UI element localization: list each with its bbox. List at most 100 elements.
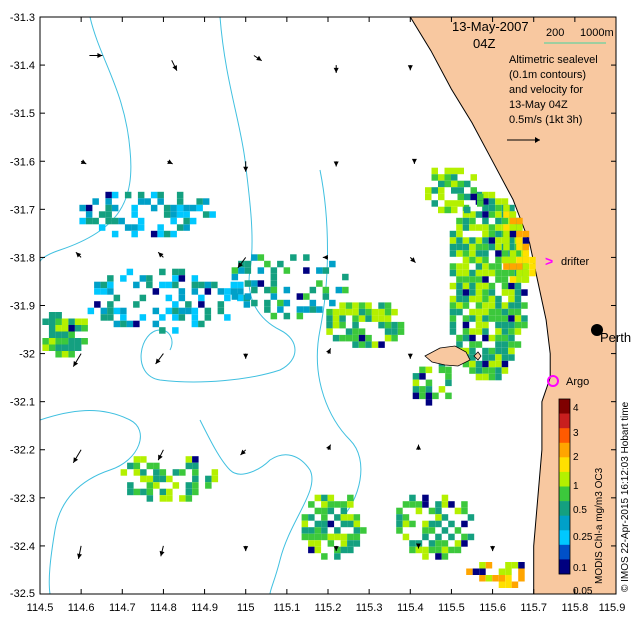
chl-pixel bbox=[449, 263, 457, 270]
map-title-time: 04Z bbox=[473, 36, 495, 51]
chl-pixel bbox=[339, 334, 346, 342]
drifter-label: drifter bbox=[561, 256, 589, 268]
chl-pixel bbox=[327, 501, 335, 508]
chl-pixel bbox=[204, 281, 212, 289]
perth-marker: Perth bbox=[591, 324, 631, 345]
chl-pixel bbox=[449, 250, 457, 257]
chl-pixel bbox=[124, 224, 132, 231]
chl-pixel bbox=[321, 527, 328, 534]
chl-pixel bbox=[482, 334, 489, 342]
chl-pixel bbox=[277, 260, 284, 268]
chl-pixel bbox=[482, 204, 489, 212]
chl-pixel bbox=[449, 295, 457, 303]
chl-pixel bbox=[488, 354, 496, 361]
chl-pixel bbox=[308, 514, 315, 521]
chl-pixel bbox=[296, 306, 304, 313]
chl-pixel bbox=[514, 341, 522, 348]
chl-pixel bbox=[475, 237, 483, 244]
chl-pixel bbox=[529, 263, 536, 270]
chl-pixel bbox=[469, 315, 476, 322]
velocity-arrow bbox=[409, 257, 416, 263]
chl-pixel bbox=[270, 293, 278, 300]
chl-pixel bbox=[462, 321, 470, 329]
chl-pixel bbox=[521, 315, 528, 322]
chl-pixel bbox=[68, 331, 75, 338]
chl-pixel bbox=[48, 325, 56, 332]
chl-pixel bbox=[482, 302, 489, 309]
chl-pixel bbox=[482, 347, 489, 355]
chl-pixel bbox=[482, 230, 489, 238]
chl-pixel bbox=[467, 514, 475, 521]
chl-pixel bbox=[137, 217, 145, 225]
chl-pixel bbox=[482, 243, 489, 251]
chl-pixel bbox=[204, 288, 212, 295]
chl-pixel bbox=[514, 295, 522, 303]
chl-pixel bbox=[308, 533, 315, 541]
chl-pixel bbox=[133, 462, 141, 470]
velocity-arrow bbox=[243, 161, 249, 172]
chl-pixel bbox=[462, 269, 470, 277]
chl-pixel bbox=[332, 334, 340, 342]
velocity-arrow bbox=[411, 158, 417, 164]
chl-pixel bbox=[521, 289, 528, 296]
chl-pixel bbox=[469, 289, 476, 296]
chl-pixel bbox=[170, 230, 177, 238]
chl-pixel bbox=[270, 267, 278, 274]
chl-pixel bbox=[270, 286, 278, 294]
chl-pixel bbox=[244, 293, 252, 300]
chl-pixel bbox=[334, 546, 341, 554]
chl-pixel bbox=[428, 546, 436, 554]
colorbar-tick-label: 3 bbox=[573, 428, 579, 439]
chl-pixel bbox=[120, 314, 127, 321]
chl-pixel bbox=[332, 321, 340, 329]
velocity-arrow bbox=[407, 353, 413, 359]
chl-pixel bbox=[412, 392, 420, 400]
chl-pixel bbox=[202, 198, 210, 205]
chl-pixel bbox=[133, 281, 140, 289]
chl-pixel bbox=[301, 527, 309, 534]
chl-pixel bbox=[79, 204, 86, 212]
chl-pixel bbox=[479, 568, 486, 575]
chl-pixel bbox=[163, 204, 171, 212]
chl-pixel bbox=[509, 263, 517, 270]
chl-pixel bbox=[165, 307, 173, 315]
chl-pixel bbox=[488, 224, 496, 231]
chl-pixel bbox=[185, 488, 193, 496]
chl-pixel bbox=[469, 237, 476, 244]
chl-pixel bbox=[358, 341, 366, 348]
chl-pixel bbox=[224, 294, 231, 302]
chl-pixel bbox=[488, 367, 496, 374]
chl-pixel bbox=[469, 328, 476, 335]
chl-pixel bbox=[322, 293, 330, 300]
chl-pixel bbox=[495, 354, 502, 361]
chl-pixel bbox=[352, 328, 359, 335]
chl-pixel bbox=[283, 267, 291, 274]
chl-pixel bbox=[475, 295, 483, 303]
chl-pixel bbox=[314, 520, 322, 528]
chl-pixel bbox=[137, 198, 145, 205]
chl-pixel bbox=[422, 553, 429, 560]
chl-pixel bbox=[231, 267, 239, 274]
velocity-arrow bbox=[72, 449, 82, 464]
chl-pixel bbox=[495, 308, 502, 316]
chl-pixel bbox=[419, 366, 426, 374]
chl-pixel bbox=[352, 308, 359, 316]
chl-pixel bbox=[303, 267, 310, 274]
chl-pixel bbox=[185, 456, 193, 463]
chl-pixel bbox=[488, 204, 496, 212]
chl-pixel bbox=[198, 320, 205, 328]
x-tick-label: 115.5 bbox=[438, 602, 465, 614]
chl-pixel bbox=[462, 315, 470, 322]
chl-pixel bbox=[508, 282, 515, 290]
chl-pixel bbox=[516, 263, 523, 270]
info-line: 0.5m/s (1kt 3h) bbox=[509, 114, 582, 126]
chl-pixel bbox=[449, 321, 457, 329]
chl-pixel bbox=[68, 351, 75, 358]
velocity-arrow bbox=[322, 254, 328, 260]
chl-pixel bbox=[511, 581, 519, 588]
chl-pixel bbox=[501, 328, 509, 335]
chl-pixel bbox=[495, 198, 502, 205]
chl-pixel bbox=[451, 187, 458, 194]
chl-pixel bbox=[470, 193, 477, 201]
velocity-arrow bbox=[157, 251, 164, 258]
